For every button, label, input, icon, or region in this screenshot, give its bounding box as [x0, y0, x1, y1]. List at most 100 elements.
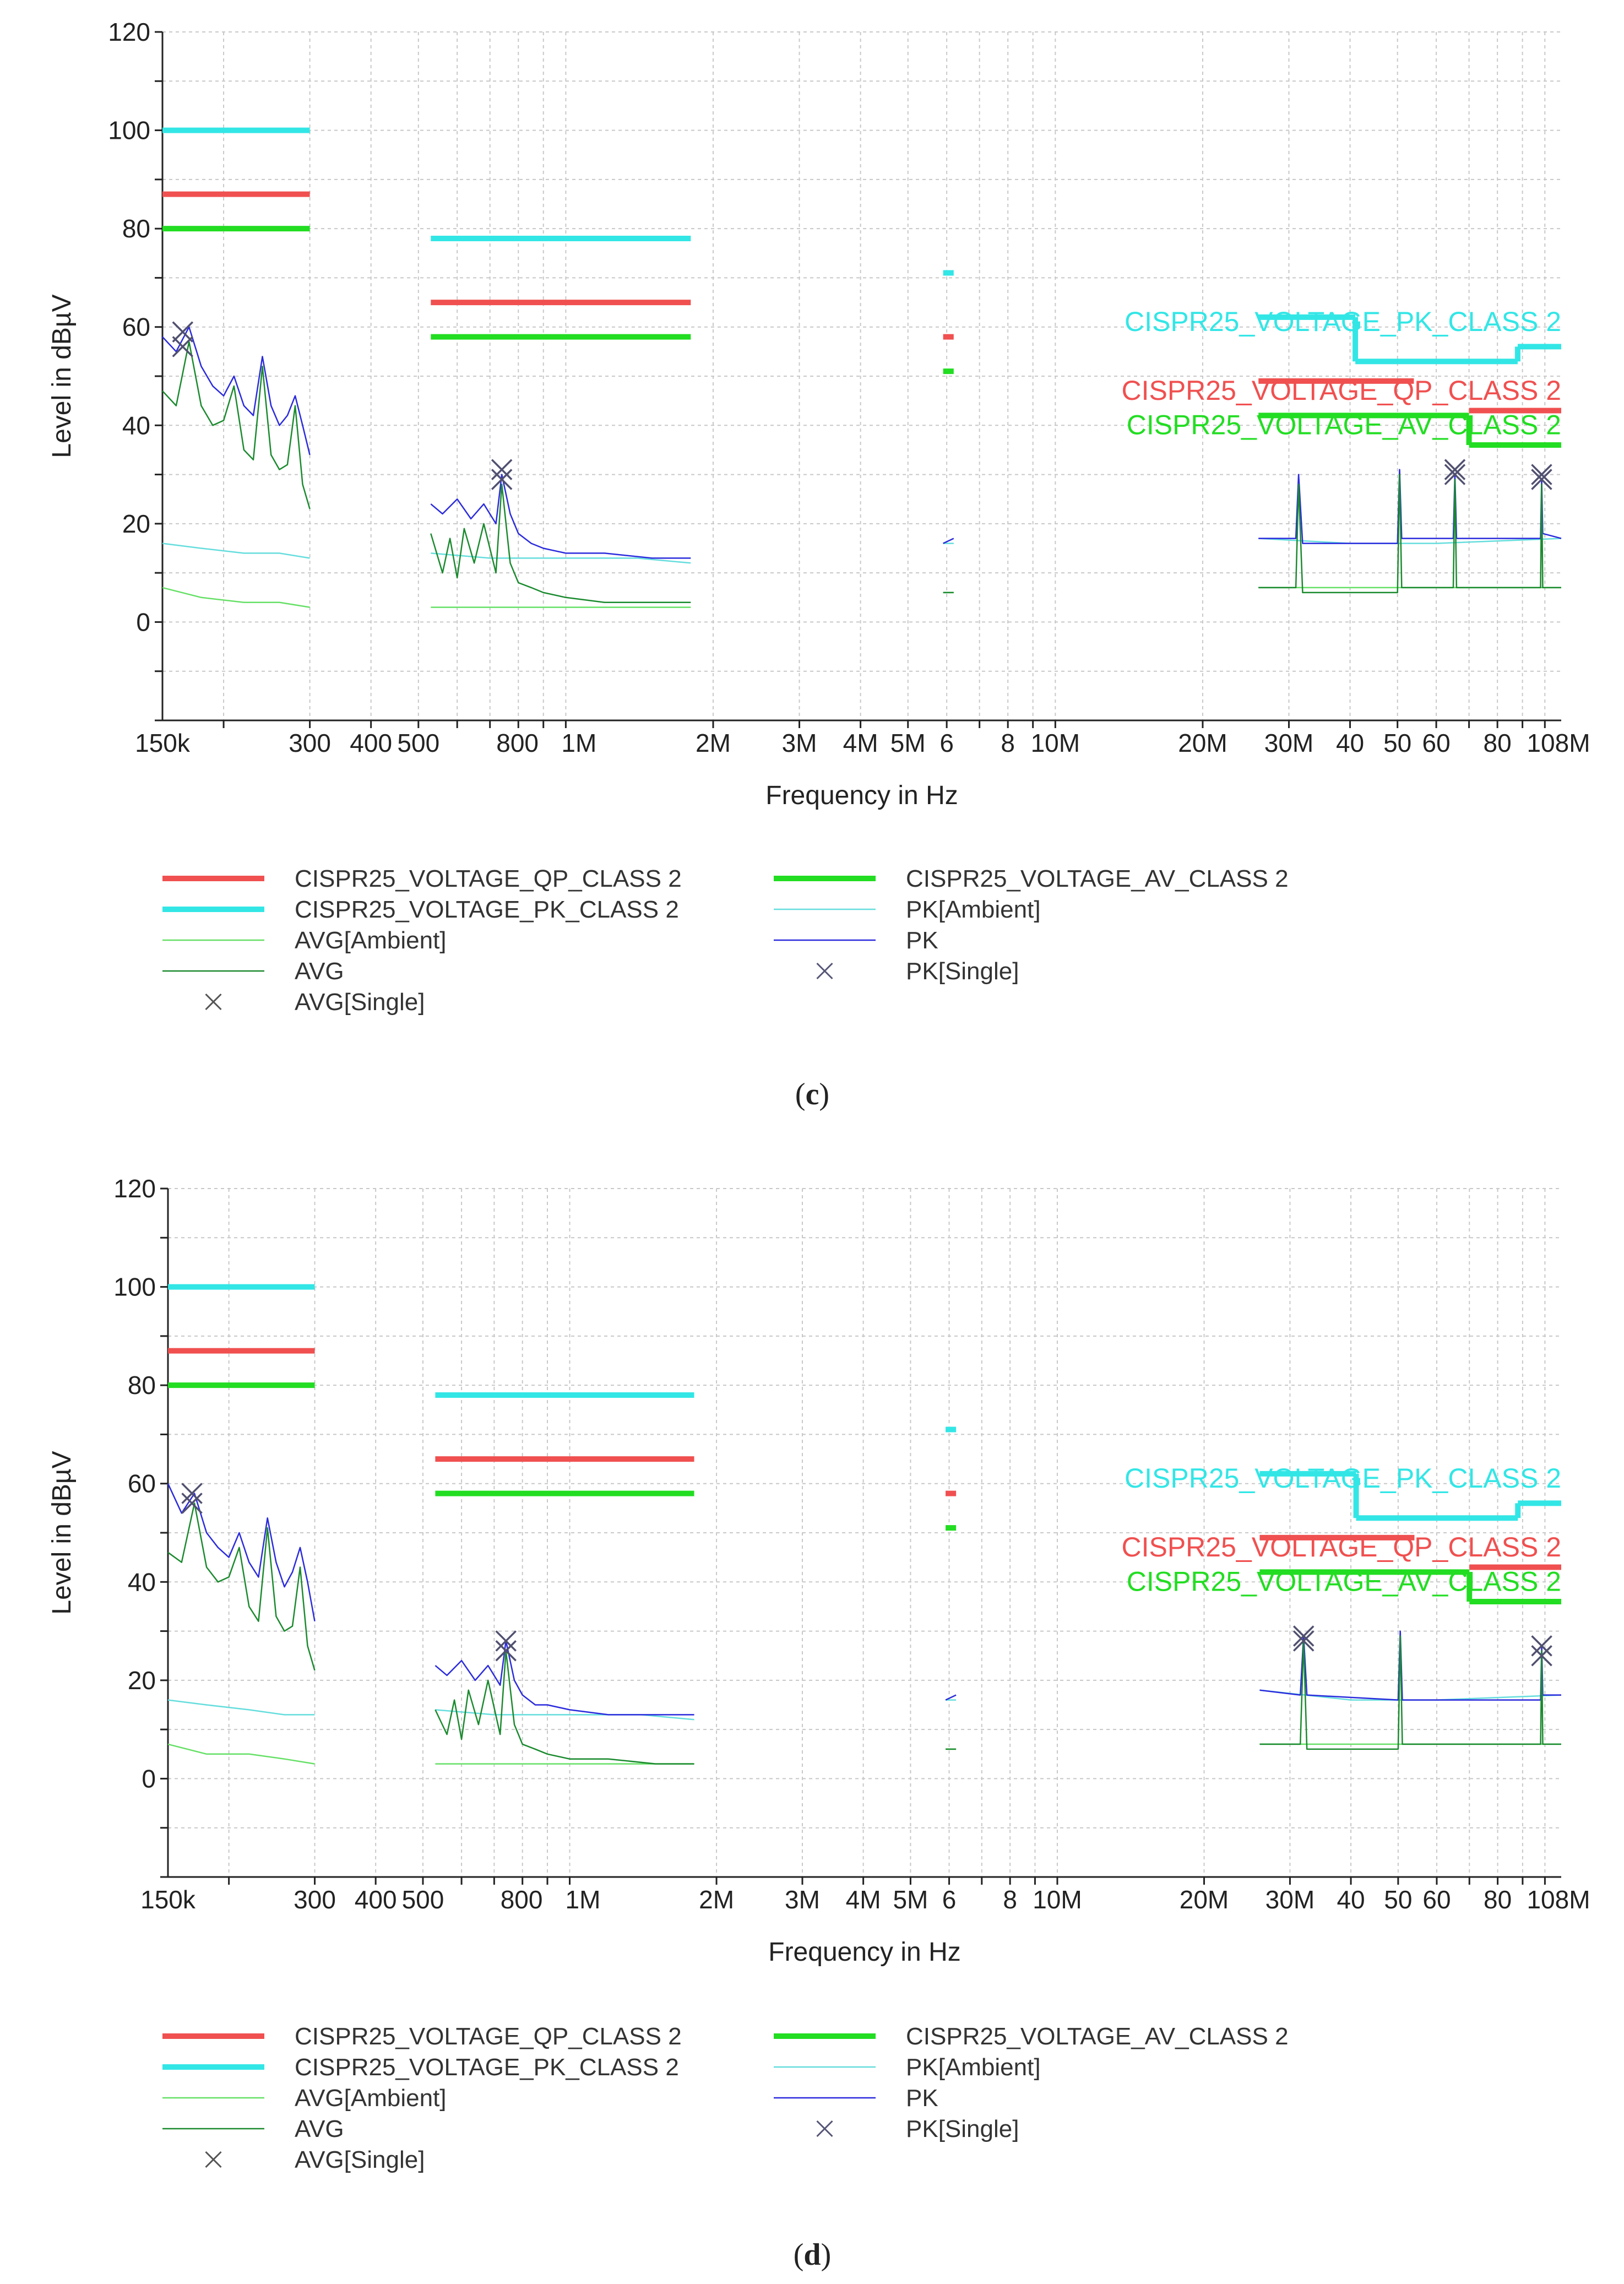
marker-stroke	[1531, 1635, 1552, 1657]
single-marker	[181, 1493, 203, 1514]
x-tick-label: 108M	[1527, 729, 1590, 757]
limit-cispr25-voltage-qp-class-2	[168, 1348, 1561, 1570]
marker-stroke	[181, 1493, 203, 1514]
x-tick-label: 60	[1422, 729, 1450, 757]
marker-stroke	[1531, 469, 1552, 490]
single-marker	[1531, 1645, 1552, 1667]
single-marker	[181, 1483, 203, 1504]
y-tick-label: 40	[128, 1567, 156, 1596]
x-tick-label: 50	[1384, 1885, 1412, 1914]
limit-label: CISPR25_VOLTAGE_QP_CLASS 2	[1121, 375, 1561, 406]
panel-caption: (c)	[795, 1077, 829, 1111]
y-tick-label: 100	[113, 1273, 156, 1301]
marker-stroke	[181, 1483, 203, 1504]
x-tick-label: 30M	[1264, 729, 1313, 757]
series-trace	[430, 484, 691, 603]
x-tick-label: 80	[1484, 729, 1512, 757]
x-tick-label: 40	[1336, 729, 1364, 757]
marker-stroke	[495, 1640, 517, 1662]
legend-marker	[205, 993, 222, 1011]
limit-label: CISPR25_VOLTAGE_AV_CLASS 2	[1127, 1566, 1561, 1597]
series-trace	[162, 542, 310, 559]
x-tick-label: 8	[1003, 1885, 1017, 1914]
legend-label: CISPR25_VOLTAGE_QP_CLASS 2	[295, 865, 682, 892]
series-trace	[430, 474, 691, 559]
chart-panel-c: 0 20 40 60 80 100 120 150k 300 400 500 800 1M 2M 3M 4M 5…	[47, 18, 1590, 1111]
single-marker	[495, 1630, 517, 1652]
x-axis-title: Frequency in Hz	[765, 781, 958, 810]
legend-entry: AVG	[162, 2115, 344, 2142]
x-tick-label: 8	[1001, 729, 1015, 757]
x-tick-label: 400	[350, 729, 392, 757]
x-tick-label: 400	[355, 1885, 397, 1914]
series-trace	[167, 1699, 315, 1716]
series-trace	[943, 538, 954, 544]
x-tick-label: 1M	[561, 729, 596, 757]
x-tick-label: 20M	[1178, 729, 1227, 757]
x-tick-label: 10M	[1031, 729, 1080, 757]
legend-marker	[816, 2120, 833, 2137]
legend-entry: PK[Ambient]	[774, 2054, 1041, 2081]
x-tick-label: 500	[402, 1885, 444, 1914]
marker-stroke	[1531, 464, 1552, 485]
single-marker	[1444, 464, 1466, 485]
x-tick-label: 5M	[890, 729, 926, 757]
marker-stroke	[1293, 1625, 1315, 1647]
single-marker	[1531, 1635, 1552, 1657]
single-marker	[1444, 459, 1466, 480]
single-marker	[1293, 1625, 1315, 1647]
single-marker	[172, 321, 194, 343]
x-tick-label: 60	[1422, 1885, 1451, 1914]
grid	[168, 1188, 1561, 1878]
grid	[162, 31, 1561, 721]
limit-cispr25-voltage-av-class-2	[168, 1382, 1561, 1604]
single-marker	[491, 469, 513, 490]
limit-label: CISPR25_VOLTAGE_PK_CLASS 2	[1125, 306, 1561, 337]
x-tick-label: 3M	[785, 1885, 820, 1914]
x-tick-label: 800	[501, 1885, 543, 1914]
single-marker	[172, 336, 194, 357]
x-tick-label: 30M	[1265, 1885, 1315, 1914]
legend-entry: AVG	[162, 958, 344, 985]
marker-stroke	[1444, 464, 1466, 485]
y-tick-label: 0	[136, 607, 150, 636]
legend-label: PK[Single]	[906, 2115, 1019, 2142]
marker-stroke	[491, 469, 513, 490]
y-tick-label: 120	[108, 18, 150, 46]
legend-label: CISPR25_VOLTAGE_QP_CLASS 2	[295, 2023, 682, 2050]
x-tick-label: 50	[1383, 729, 1411, 757]
y-axis-title: Level in dBµV	[47, 1451, 77, 1614]
legend: CISPR25_VOLTAGE_QP_CLASS 2 CISPR25_VOLTAG…	[162, 865, 1289, 1016]
legend-entry: AVG[Ambient]	[162, 2085, 447, 2112]
x-tick-label: 2M	[699, 1885, 734, 1914]
legend-entry: PK[Single]	[816, 958, 1019, 985]
series-trace	[167, 1502, 316, 1671]
x-tick-label: 40	[1337, 1885, 1365, 1914]
y-tick-label: 100	[108, 116, 150, 145]
limit-label: CISPR25_VOLTAGE_QP_CLASS 2	[1121, 1532, 1561, 1563]
series-trace	[162, 326, 311, 455]
marker-stroke	[172, 336, 194, 357]
legend-label: AVG[Ambient]	[295, 927, 447, 954]
y-tick-label: 80	[122, 214, 150, 243]
x-tick-label: 300	[289, 729, 331, 757]
legend-entry: PK	[774, 927, 938, 954]
legend-entry: PK[Single]	[816, 2115, 1019, 2142]
limit-cispr25-voltage-qp-class-2	[162, 191, 1561, 414]
legend-label: CISPR25_VOLTAGE_AV_CLASS 2	[906, 865, 1289, 892]
x-tick-label: 500	[397, 729, 439, 757]
x-tick-label: 108M	[1527, 1885, 1590, 1914]
single-marker	[495, 1640, 517, 1662]
marker-stroke	[1293, 1630, 1315, 1652]
y-axis-title: Level in dBµV	[47, 294, 77, 458]
legend-label: CISPR25_VOLTAGE_PK_CLASS 2	[295, 2054, 679, 2081]
legend-label: AVG[Single]	[295, 2146, 425, 2173]
legend-entry: PK	[774, 2085, 938, 2112]
y-tick-label: 0	[142, 1764, 156, 1793]
x-tick-label: 6	[942, 1885, 957, 1914]
legend-entry: AVG[Single]	[205, 989, 425, 1016]
series-trace	[162, 587, 310, 608]
series-trace	[167, 1743, 315, 1765]
limit-cispr25-voltage-pk-class-2	[162, 127, 1561, 365]
legend-label: AVG	[295, 958, 344, 985]
